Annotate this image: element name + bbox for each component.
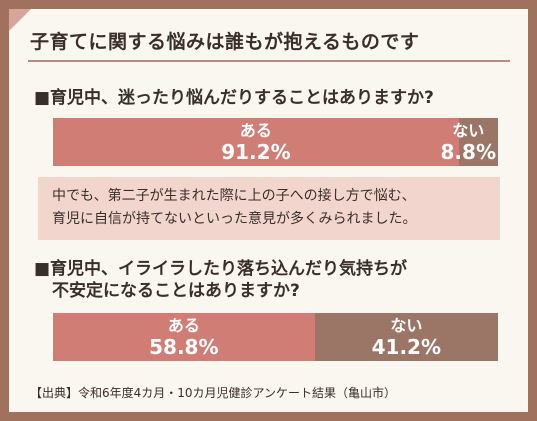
- question-2-line-2: 不安定になることはありますか?: [52, 281, 300, 301]
- chart-1-bar: ある 91.2% ない 8.8%: [53, 118, 498, 166]
- chart-2-bar-no: ない 41.2%: [314, 313, 498, 361]
- note-box: 中でも、第二子が生まれた際に上の子への接し方で悩む、 育児に自信が持てないといっ…: [38, 177, 500, 240]
- chart-2-label-yes: ある: [167, 315, 200, 335]
- page-title: 子育てに関する悩みは誰もが抱えるものです: [30, 31, 420, 53]
- chart-1-label-no: ない: [452, 120, 485, 140]
- question-2: ■育児中、イライラしたり落ち込んだり気持ちが 不安定になることはありますか?: [34, 258, 407, 302]
- source-citation: 【出典】令和6年度4カ月・10カ月児健診アンケート結果（亀山市）: [30, 386, 397, 400]
- corner-decoration: [9, 9, 31, 31]
- chart-1-bar-no: ない 8.8%: [441, 118, 498, 166]
- chart-2-value-yes: 58.8%: [149, 334, 219, 359]
- chart-1-value-yes: 91.2%: [221, 139, 291, 164]
- chart-2-label-no: ない: [390, 315, 423, 335]
- chart-2-bar: ある 58.8% ない 41.2%: [53, 313, 498, 361]
- note-line-1: 中でも、第二子が生まれた際に上の子への接し方で悩む、: [52, 188, 416, 204]
- chart-1-label-yes: ある: [239, 120, 272, 140]
- chart-2-value-no: 41.2%: [371, 334, 442, 359]
- title-divider: [28, 60, 510, 62]
- chart-1-value-no: 8.8%: [440, 139, 496, 164]
- question-2-line-1: ■育児中、イライラしたり落ち込んだり気持ちが: [34, 259, 408, 279]
- note-line-2: 育児に自信が持てないといった意見が多くみられました。: [52, 211, 417, 227]
- chart-1-bar-yes: ある 91.2%: [53, 118, 459, 166]
- question-1: ■育児中、迷ったり悩んだりすることはありますか?: [34, 88, 434, 108]
- chart-2-bar-yes: ある 58.8%: [53, 313, 315, 361]
